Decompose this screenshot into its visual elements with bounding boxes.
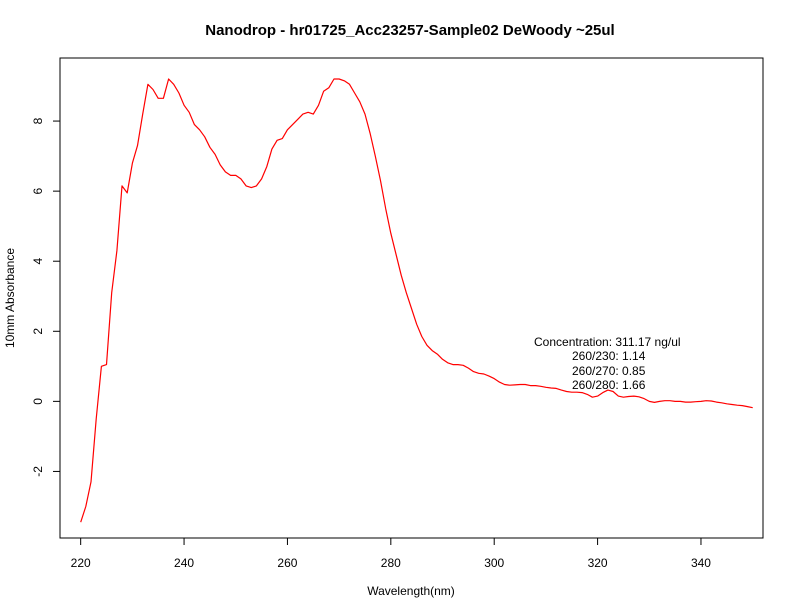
x-tick-label: 220 <box>71 556 91 570</box>
plot-frame <box>59 57 764 539</box>
x-tick-label: 240 <box>174 556 194 570</box>
x-tick-label: 260 <box>277 556 297 570</box>
absorbance-series-line <box>80 78 753 523</box>
x-tick-label: 340 <box>691 556 711 570</box>
ratio-260-280-annotation: 260/280: 1.66 <box>572 378 646 392</box>
y-tick-label: 6 <box>31 187 45 194</box>
y-tick-label: 2 <box>31 328 45 335</box>
x-axis-label: Wavelength(nm) <box>367 584 455 598</box>
chart-title: Nanodrop - hr01725_Acc23257-Sample02 DeW… <box>205 22 614 39</box>
y-tick-label: -2 <box>31 466 45 477</box>
y-tick-label: 4 <box>31 258 45 265</box>
x-tick-label: 300 <box>484 556 504 570</box>
x-axis: 220 240 260 280 300 320 340 <box>71 538 711 570</box>
ratio-260-270-annotation: 260/270: 0.85 <box>572 364 646 378</box>
y-tick-label: 0 <box>31 398 45 405</box>
y-axis: -2 0 2 4 6 8 <box>31 117 60 477</box>
y-tick-label: 8 <box>31 117 45 124</box>
series-group <box>80 78 753 523</box>
y-axis-label: 10mm Absorbance <box>3 248 17 348</box>
x-tick-label: 320 <box>588 556 608 570</box>
x-tick-label: 280 <box>381 556 401 570</box>
ratio-260-230-annotation: 260/230: 1.14 <box>572 349 646 363</box>
concentration-annotation: Concentration: 311.17 ng/ul <box>534 335 681 349</box>
